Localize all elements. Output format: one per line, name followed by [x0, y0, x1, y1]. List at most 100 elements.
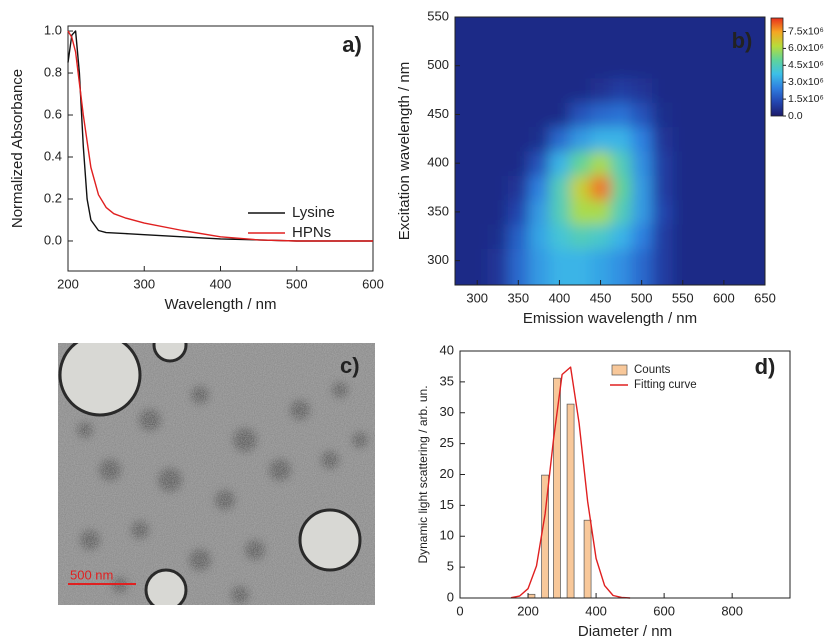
- heatmap-cell: [672, 127, 693, 152]
- y-axis-title: Normalized Absorbance: [9, 69, 26, 228]
- heatmap-cell: [672, 0, 693, 54]
- y-tick-label: 30: [440, 404, 454, 419]
- heatmap-cell: [508, 175, 529, 200]
- x-axis-title: Emission wavelength / nm: [523, 310, 697, 327]
- heatmap-cell: [734, 127, 805, 152]
- x-tick-label: 350: [507, 290, 529, 305]
- heatmap-cell: [693, 0, 714, 54]
- panel-label: b): [732, 28, 753, 53]
- heatmap-cell: [611, 102, 632, 127]
- heatmap-cell: [652, 200, 673, 225]
- heatmap-cell: [487, 78, 508, 103]
- y-tick-label: 0.2: [44, 190, 62, 205]
- heatmap-cell: [672, 200, 693, 225]
- heatmap-cell: [672, 151, 693, 176]
- y-tick-label: 10: [440, 528, 454, 543]
- heatmap-cell: [549, 127, 570, 152]
- heatmap-cell: [693, 102, 714, 127]
- heatmap-cell: [631, 224, 652, 249]
- heatmap-cell: [714, 175, 735, 200]
- x-tick-label: 200: [57, 276, 79, 291]
- heatmap-cell: [611, 175, 632, 200]
- bar: [584, 520, 591, 598]
- y-tick-label: 5: [447, 559, 454, 574]
- heatmap-cell: [570, 127, 591, 152]
- heatmap-cell: [734, 224, 805, 249]
- heatmap-cell: [570, 102, 591, 127]
- y-tick-label: 20: [440, 466, 454, 481]
- heatmap-cell: [508, 224, 529, 249]
- heatmap-cell: [693, 200, 714, 225]
- heatmap-cell: [714, 151, 735, 176]
- heatmap-cell: [529, 102, 550, 127]
- heatmap-cell: [734, 248, 805, 325]
- heatmap-cell: [415, 175, 488, 200]
- legend-label: HPNs: [292, 224, 331, 241]
- colorbar-tick-label: 4.5x10⁶: [788, 59, 824, 71]
- heatmap-cell: [611, 151, 632, 176]
- heatmap-cell: [672, 54, 693, 79]
- heatmap-cell: [508, 200, 529, 225]
- x-tick-label: 500: [631, 290, 653, 305]
- x-tick-label: 650: [754, 290, 776, 305]
- colorbar-tick-label: 7.5x10⁶: [788, 25, 824, 37]
- heatmap-cell: [570, 54, 591, 79]
- heatmap-cell: [549, 54, 570, 79]
- heatmap-cell: [570, 0, 591, 54]
- heatmap-cell: [590, 151, 611, 176]
- legend-label: Lysine: [292, 204, 335, 221]
- y-tick-label: 300: [427, 252, 449, 267]
- colorbar-tick-label: 0.0: [788, 110, 803, 122]
- x-axis-title: Wavelength / nm: [165, 296, 277, 313]
- heatmap-cell: [529, 127, 550, 152]
- heatmap-cell: [590, 200, 611, 225]
- heatmap-cell: [487, 248, 508, 325]
- heatmap-cell: [570, 175, 591, 200]
- heatmap-cell: [611, 127, 632, 152]
- heatmap-cell: [734, 151, 805, 176]
- heatmap-cell: [652, 175, 673, 200]
- heatmap-cell: [487, 127, 508, 152]
- heatmap-cell: [652, 0, 673, 54]
- heatmap-cell: [415, 102, 488, 127]
- heatmap-cell: [570, 224, 591, 249]
- heatmap-cell: [672, 78, 693, 103]
- heatmap-cell: [672, 102, 693, 127]
- heatmap-cell: [672, 224, 693, 249]
- heatmap-cell: [529, 78, 550, 103]
- heatmap-cell: [714, 54, 735, 79]
- heatmap-cell: [487, 200, 508, 225]
- y-tick-label: 0.4: [44, 148, 62, 163]
- heatmap-cell: [487, 175, 508, 200]
- heatmap-cell: [631, 102, 652, 127]
- heatmap-cell: [590, 127, 611, 152]
- heatmap-cell: [590, 78, 611, 103]
- heatmap-cell: [415, 0, 488, 54]
- heatmap-cell: [590, 175, 611, 200]
- heatmap-cell: [672, 175, 693, 200]
- heatmap-cell: [415, 224, 488, 249]
- heatmap-cell: [415, 127, 488, 152]
- heatmap-cell: [508, 54, 529, 79]
- heatmap-cell: [631, 0, 652, 54]
- heatmap-cell: [652, 78, 673, 103]
- x-tick-label: 0: [456, 603, 463, 618]
- heatmap-cell: [652, 224, 673, 249]
- heatmap-cell: [652, 151, 673, 176]
- x-tick-label: 800: [721, 603, 743, 618]
- heatmap-cell: [714, 200, 735, 225]
- x-tick-label: 550: [672, 290, 694, 305]
- heatmap-cell: [652, 127, 673, 152]
- heatmap-cell: [570, 200, 591, 225]
- heatmap-cell: [415, 248, 488, 325]
- legend-label: Counts: [634, 364, 671, 376]
- heatmap-cell: [693, 151, 714, 176]
- y-tick-label: 400: [427, 155, 449, 170]
- y-tick-label: 0.8: [44, 64, 62, 79]
- panel-label: a): [342, 32, 362, 57]
- heatmap-cell: [611, 224, 632, 249]
- heatmap-cell: [734, 175, 805, 200]
- heatmap-cell: [529, 54, 550, 79]
- heatmap-cell: [487, 151, 508, 176]
- heatmap-cell: [590, 0, 611, 54]
